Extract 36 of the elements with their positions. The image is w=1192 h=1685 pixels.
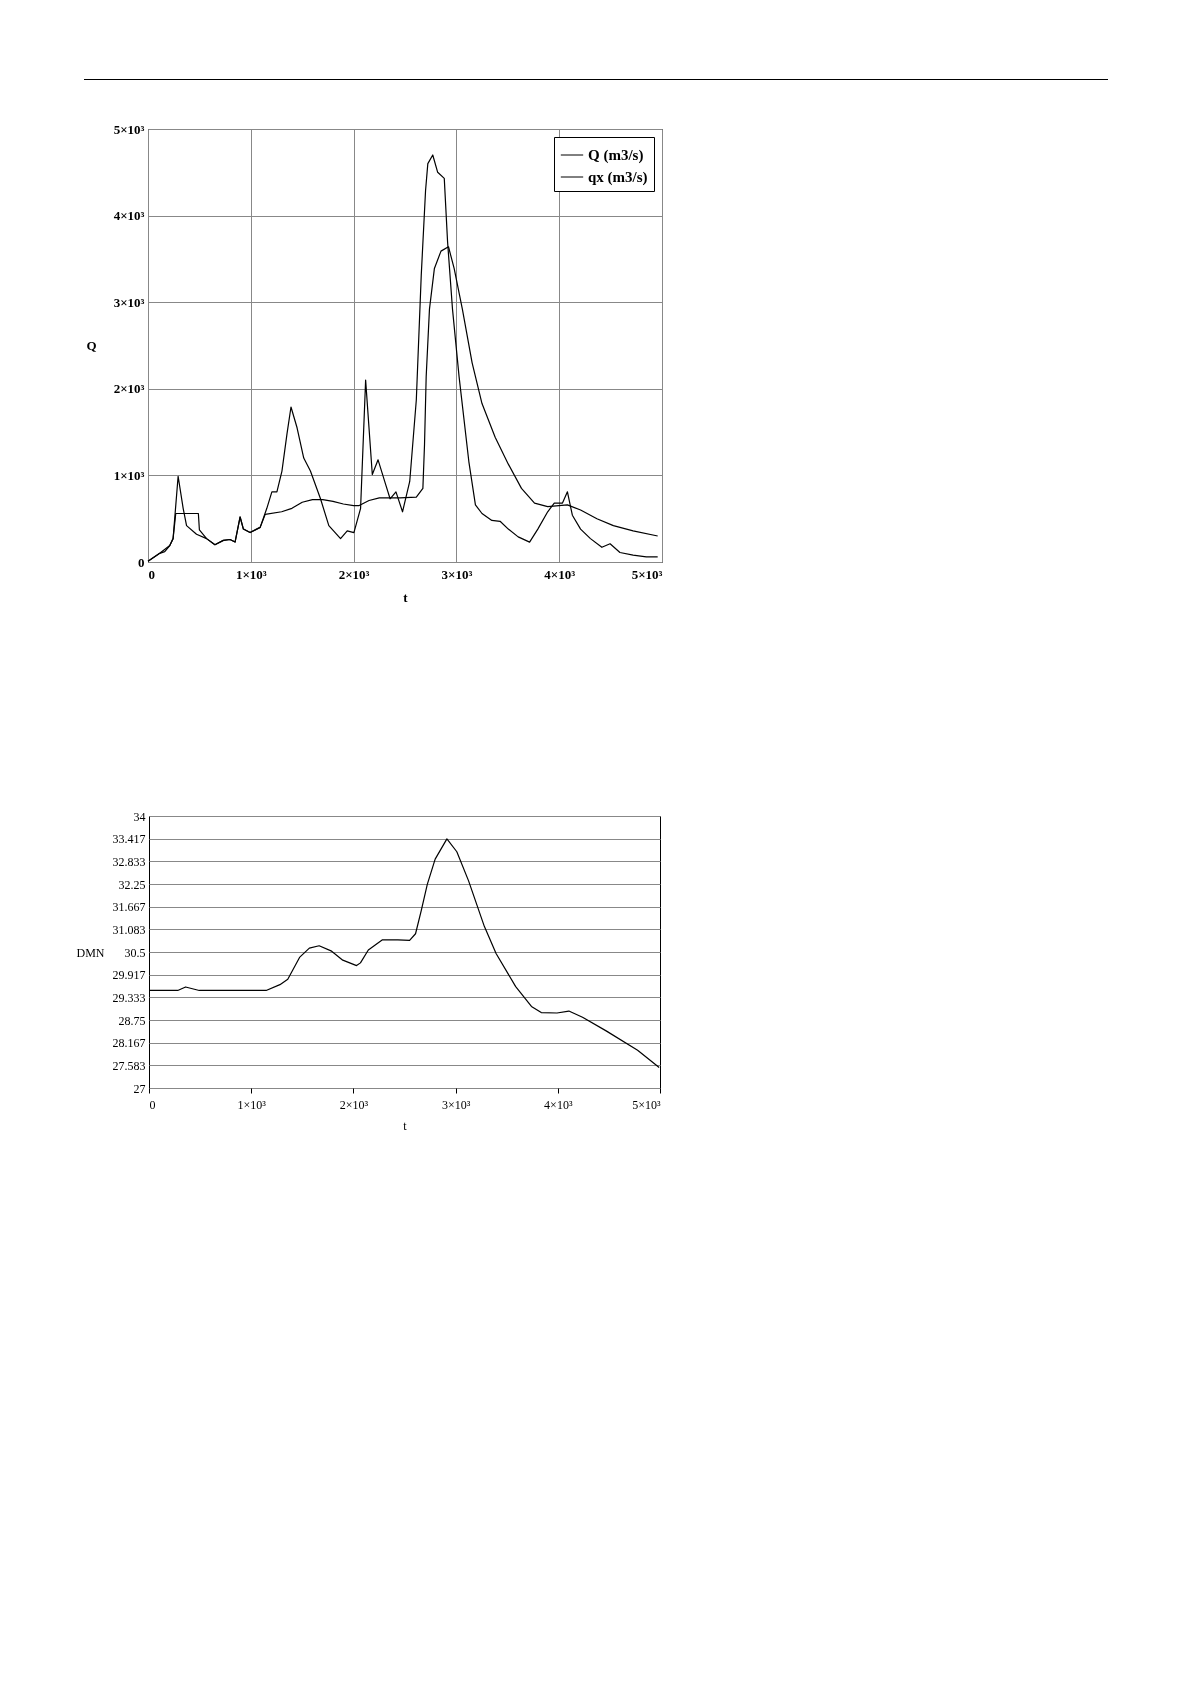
y-axis-title: DMN: [76, 945, 105, 960]
y-tick-label: 27.583: [112, 1058, 146, 1073]
x-tick-label: 4×10³: [544, 566, 576, 582]
y-tick-label: 34: [133, 809, 146, 824]
x-axis-title: t: [403, 1118, 408, 1133]
x-tick-label: 1×10³: [237, 1097, 267, 1112]
y-tick-label: 28.75: [118, 1013, 146, 1028]
x-tick-label: 0: [149, 1097, 156, 1112]
legend-label: qx (m3/s): [588, 169, 648, 186]
x-tick-label: 3×10³: [441, 566, 473, 582]
x-tick-label: 2×10³: [338, 566, 370, 582]
y-tick-label: 30.5: [124, 945, 146, 960]
legend-label: Q (m3/s): [588, 147, 644, 164]
y-tick-label: 32.833: [112, 854, 146, 869]
y-tick-label: 2×10³: [113, 381, 145, 397]
y-tick-label: 27: [133, 1081, 146, 1096]
y-tick-label: 32.25: [118, 877, 146, 892]
y-axis-title: Q: [86, 338, 97, 353]
x-tick-label: 5×10³: [631, 566, 663, 582]
y-tick-label: 0: [138, 554, 145, 570]
y-tick-label: 29.917: [112, 968, 146, 983]
x-tick-label: 4×10³: [544, 1097, 573, 1112]
y-tick-label: 28.167: [112, 1036, 146, 1051]
x-tick-label: 5×10³: [632, 1097, 661, 1112]
x-tick-label: 2×10³: [339, 1097, 369, 1112]
x-tick-label: 1×10³: [235, 566, 267, 582]
y-tick-label: 1×10³: [113, 467, 145, 483]
y-tick-label: 31.667: [112, 900, 146, 915]
x-axis-title: t: [403, 589, 409, 605]
y-tick-label: 3×10³: [113, 294, 145, 310]
y-tick-label: 29.333: [112, 990, 146, 1005]
x-tick-label: 3×10³: [441, 1097, 471, 1112]
y-tick-label: 4×10³: [113, 208, 145, 224]
y-tick-label: 31.083: [112, 922, 146, 937]
y-tick-label: 5×10³: [113, 121, 145, 137]
y-tick-label: 33.417: [112, 832, 146, 847]
